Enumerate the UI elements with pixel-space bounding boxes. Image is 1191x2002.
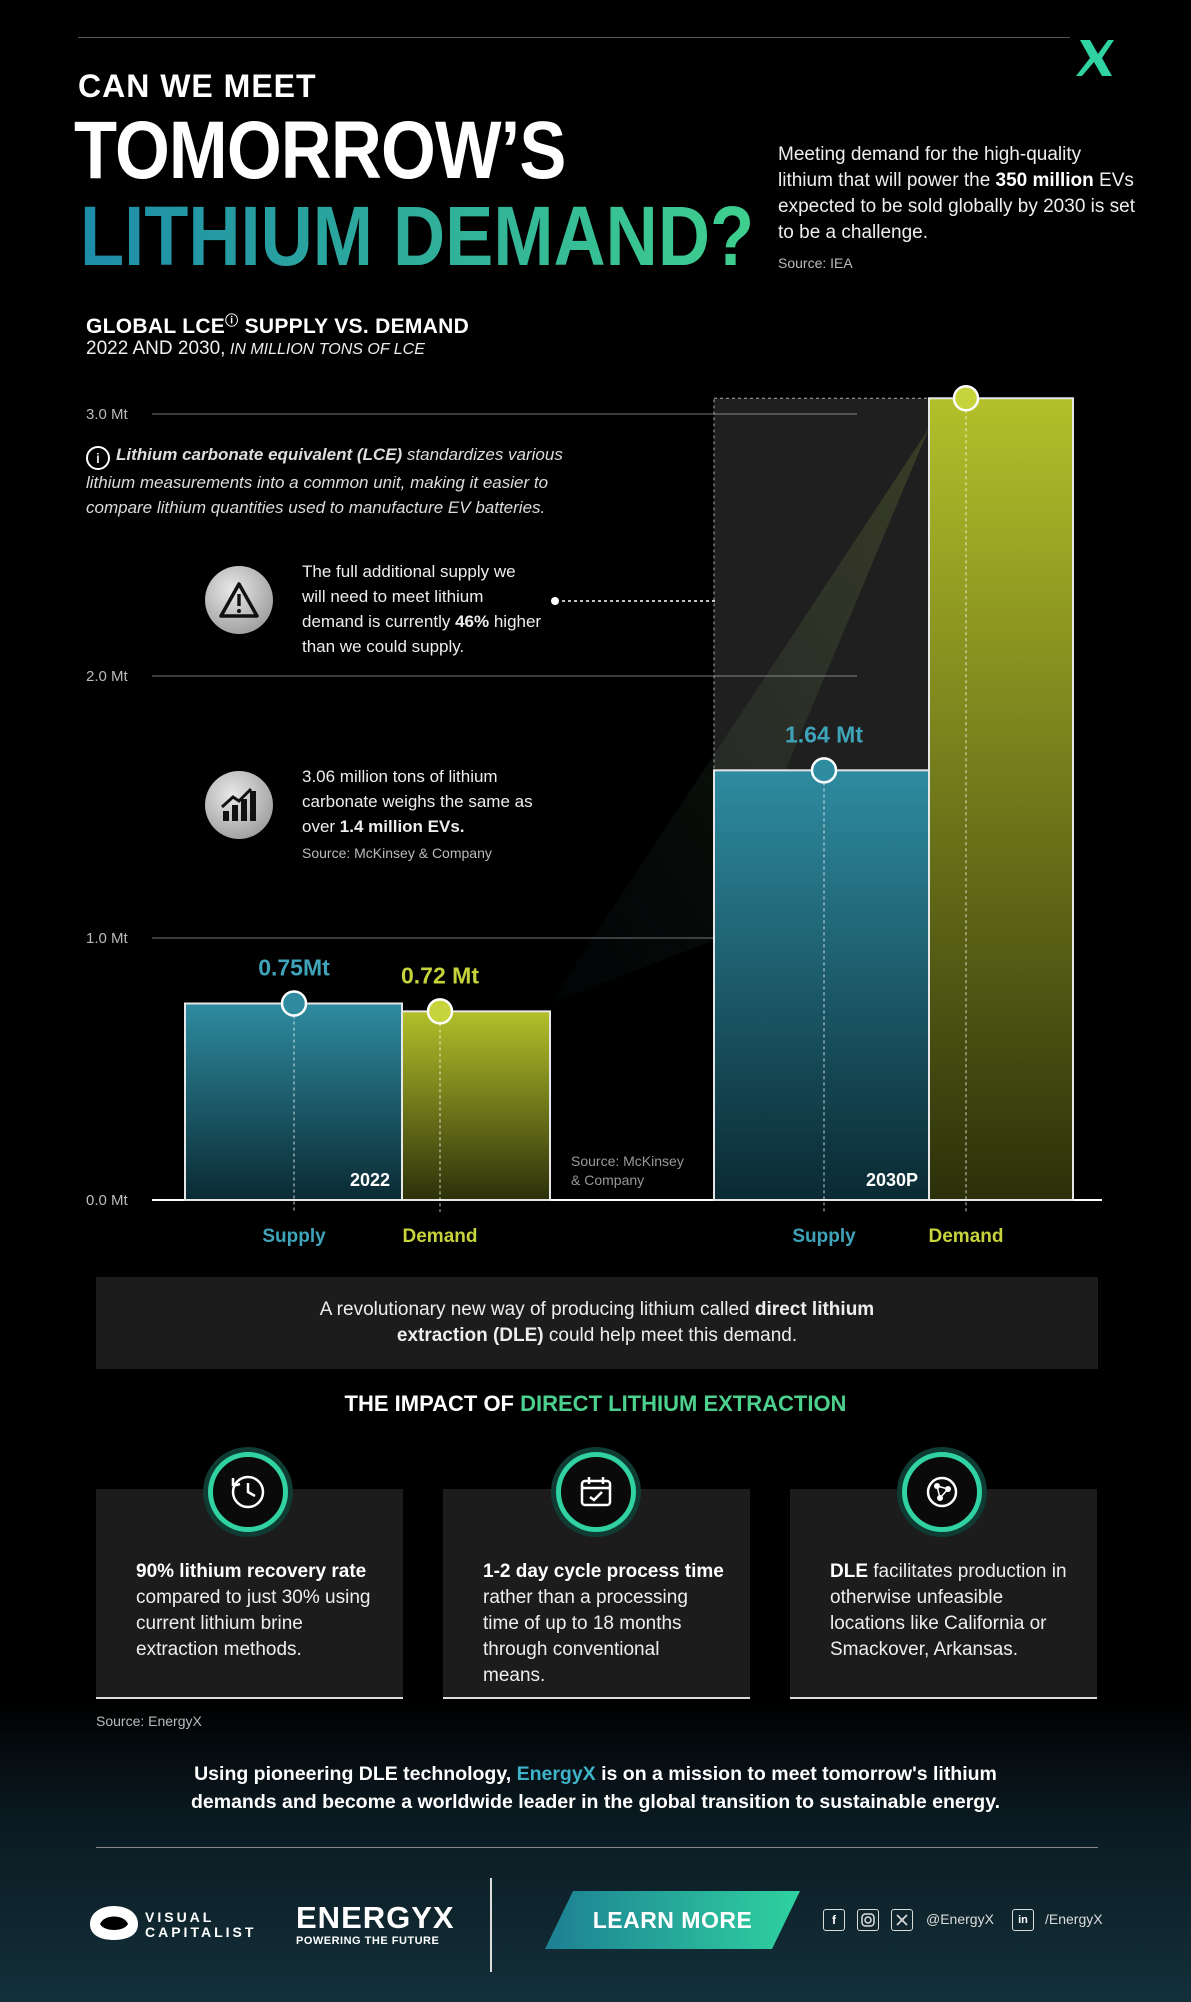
clock-refresh-icon <box>208 1452 288 1532</box>
linkedin-icon[interactable]: in <box>1012 1909 1034 1931</box>
bar-value-label: 0.72 Mt <box>401 962 479 988</box>
intro-text: Meeting demand for the high-quality lith… <box>778 142 1138 276</box>
callout-weight-comparison: 3.06 million tons of lithium carbonate w… <box>302 764 542 866</box>
footer-vertical-divider <box>490 1878 492 1972</box>
bar-2022-demand <box>401 1010 551 1201</box>
callout-source: Source: McKinsey & Company <box>302 845 492 861</box>
social-handle[interactable]: @EnergyX <box>926 1911 994 1927</box>
impact-card-recovery: 90% lithium recovery rate compared to ju… <box>96 1489 403 1699</box>
learn-more-button-bg <box>545 1891 800 1949</box>
warning-icon <box>205 566 273 634</box>
callout-additional-supply: The full additional supply we will need … <box>302 562 542 656</box>
visual-capitalist-wordmark: VISUAL CAPITALIST <box>145 1909 257 1940</box>
bar-marker-dot <box>280 990 308 1017</box>
bar-chart-icon <box>205 771 273 839</box>
energyx-tagline: POWERING THE FUTURE <box>296 1935 440 1947</box>
bar-marker-dot <box>952 385 980 412</box>
x-category-label: Supply <box>262 1226 326 1247</box>
x-category-label: Supply <box>792 1226 856 1247</box>
impact-heading: THE IMPACT OF DIRECT LITHIUM EXTRACTION <box>344 1391 847 1416</box>
lce-info-note: i Lithium carbonate equivalent (LCE) stan… <box>86 445 563 517</box>
network-globe-icon <box>902 1452 982 1532</box>
learn-more-button[interactable]: LEARN MORE <box>592 1907 753 1933</box>
group-label: 2022 <box>350 1170 390 1190</box>
chart-source-note: Source: McKinsey <box>571 1153 684 1169</box>
top-divider <box>78 37 1070 38</box>
calendar-check-icon <box>556 1452 636 1532</box>
title-small: CAN WE MEET <box>78 68 317 104</box>
x-twitter-icon[interactable] <box>891 1909 913 1931</box>
bar-marker-dot <box>426 998 454 1025</box>
energyx-x-logo-icon <box>1076 40 1114 76</box>
bar-2030p-demand <box>928 397 1074 1201</box>
footer-background <box>0 1700 1191 2002</box>
x-category-label: Demand <box>929 1226 1004 1247</box>
y-tick-label: 2.0 Mt <box>86 668 129 685</box>
facebook-icon[interactable]: f <box>823 1909 845 1931</box>
bar-marker-dot <box>810 757 838 784</box>
linkedin-handle[interactable]: /EnergyX <box>1045 1911 1103 1927</box>
instagram-icon[interactable] <box>857 1909 879 1931</box>
bar-value-label: 1.64 Mt <box>785 721 863 747</box>
footer-divider <box>96 1847 1098 1848</box>
chart-source-note: & Company <box>571 1172 644 1188</box>
y-tick-label: 3.0 Mt <box>86 406 129 423</box>
title-big: TOMORROW’S <box>74 105 566 196</box>
intro-source: Source: IEA <box>778 255 853 271</box>
info-icon: i <box>86 446 110 470</box>
chart-subtitle: 2022 AND 2030, IN MILLION TONS OF LCE <box>86 338 425 359</box>
bar-2030p-supply <box>713 769 930 1201</box>
group-label: 2030P <box>866 1170 918 1190</box>
y-tick-label: 0.0 Mt <box>86 1192 129 1209</box>
lce-bar-chart: 0.0 Mt 1.0 Mt 2.0 Mt 3.0 Mt 0.75Mt Supply 0.7… <box>86 385 1102 1247</box>
x-category-label: Demand <box>403 1226 478 1247</box>
y-tick-label: 1.0 Mt <box>86 930 129 947</box>
visual-capitalist-logo-icon <box>90 1906 138 1940</box>
callout-connector <box>551 597 716 605</box>
demand-gap-box <box>713 397 930 771</box>
mission-statement: Using pioneering DLE technology, EnergyX… <box>190 1763 1001 1813</box>
energyx-logo: ENERGYX <box>296 1900 455 1935</box>
impact-source: Source: EnergyX <box>96 1713 202 1729</box>
title-accent: LITHIUM DEMAND? <box>80 189 755 283</box>
chart-title: GLOBAL LCEⓘ SUPPLY VS. DEMAND <box>86 313 470 338</box>
bar-value-label: 0.75Mt <box>258 955 330 981</box>
dle-intro-box: A revolutionary new way of producing lit… <box>96 1277 1098 1369</box>
